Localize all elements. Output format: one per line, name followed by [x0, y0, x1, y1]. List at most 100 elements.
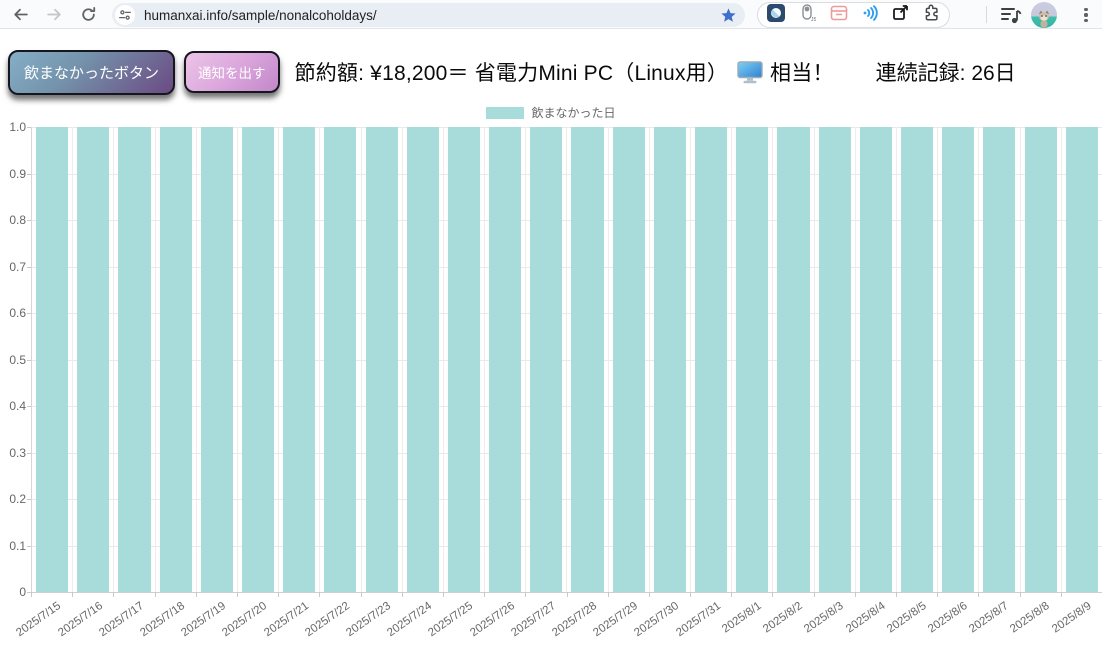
x-tick-mark: [648, 592, 650, 597]
y-tick-label: 0.5: [9, 352, 26, 367]
x-tick-mark: [442, 592, 444, 597]
x-tick-label: 2025/7/29: [591, 600, 641, 640]
signal-waves-extension-button[interactable]: [862, 4, 878, 26]
bar-slot: [895, 127, 937, 592]
y-tick-label: 0.9: [9, 166, 26, 181]
x-tick-mark: [319, 592, 321, 597]
y-tick-mark: [27, 173, 31, 175]
x-tick-label: 2025/7/22: [303, 600, 352, 640]
site-settings-button[interactable]: [115, 5, 135, 25]
x-tick-label: 2025/7/18: [138, 600, 188, 640]
menu-dot: [1084, 19, 1088, 23]
svg-text:JS: JS: [811, 17, 816, 22]
y-tick-mark: [27, 313, 31, 314]
x-tick-mark: [236, 592, 238, 597]
extensions-puzzle-button[interactable]: [923, 4, 940, 26]
x-tick-label: 2025/8/1: [720, 600, 764, 636]
savings-suffix: 相当！: [770, 62, 834, 85]
url-text[interactable]: humanxai.info/sample/nonalcoholdays/: [144, 7, 377, 23]
bar-slot: [731, 127, 772, 592]
bar: [406, 127, 439, 592]
x-tick-mark: [854, 592, 856, 597]
y-tick-mark: [27, 499, 31, 500]
x-tick-mark: [72, 592, 74, 597]
archive-box-icon: [830, 5, 848, 20]
x-tick-mark: [525, 592, 527, 597]
x-tick-label: 2025/7/21: [261, 600, 311, 640]
bar: [447, 127, 481, 592]
x-tick-label: 2025/7/26: [467, 600, 517, 640]
bar-slot: [937, 127, 978, 592]
x-tick-mark: [484, 592, 486, 597]
bar-slot: [1060, 127, 1102, 592]
js-toggle-extension-button[interactable]: JS: [799, 3, 818, 27]
bar-slot: [278, 127, 319, 592]
browser-toolbar: humanxai.info/sample/nonalcoholdays/ JS: [0, 0, 1102, 29]
notify-button[interactable]: 通知を出す: [184, 51, 280, 93]
bookmark-button[interactable]: [720, 7, 737, 24]
avatar-cat-image: [1039, 10, 1049, 28]
media-controls-button[interactable]: [1000, 5, 1022, 25]
dark-reader-extension-button[interactable]: [767, 3, 785, 27]
bar: [900, 127, 934, 592]
legend-label: 飲まなかった日: [531, 106, 616, 120]
forward-button[interactable]: [40, 2, 68, 26]
x-tick-mark: [772, 592, 774, 597]
bar: [571, 127, 604, 592]
bar-slot: [566, 127, 607, 592]
profile-avatar[interactable]: [1031, 2, 1057, 28]
url-bar[interactable]: humanxai.info/sample/nonalcoholdays/: [112, 3, 745, 27]
bar: [983, 127, 1016, 592]
y-tick-mark: [27, 545, 31, 547]
export-extension-button[interactable]: [892, 4, 909, 26]
x-tick-mark: [31, 592, 32, 597]
bar-slot: [648, 127, 690, 592]
x-tick-mark: [113, 592, 115, 597]
bar-slot: [978, 127, 1019, 592]
y-tick-label: 0.4: [9, 399, 26, 413]
bar-slot: [236, 127, 278, 592]
refresh-button[interactable]: [74, 2, 102, 26]
bar-slot: [360, 127, 402, 592]
x-tick-mark: [1060, 592, 1062, 597]
x-tick-label: 2025/8/2: [761, 600, 805, 636]
x-tick-label: 2025/7/19: [179, 600, 229, 640]
x-tick-label: 2025/8/6: [926, 600, 970, 636]
bar: [777, 127, 810, 592]
savings-prefix: 節約額: ¥18,200＝ 省電力Mini PC（Linux用）: [294, 62, 729, 85]
bar: [530, 127, 563, 592]
bar: [695, 127, 728, 592]
x-tick-mark: [607, 592, 609, 597]
menu-dot: [1084, 7, 1088, 11]
browser-menu-button[interactable]: [1076, 4, 1096, 26]
signal-waves-icon: [863, 4, 878, 21]
y-tick-label: 0.3: [9, 445, 26, 460]
chart-legend[interactable]: 飲まなかった日: [0, 104, 1102, 121]
x-tick-mark: [690, 592, 692, 597]
bar: [489, 127, 522, 592]
y-tick-mark: [27, 359, 31, 361]
bar-slot: [1019, 127, 1061, 592]
y-tick-label: 0.7: [9, 259, 26, 274]
savings-text: 節約額: ¥18,200＝ 省電力Mini PC（Linux用） 相当！: [295, 57, 834, 87]
streak-text: 連続記録: 26日: [875, 62, 1016, 85]
back-button[interactable]: [6, 2, 34, 26]
forward-arrow-icon: [46, 8, 61, 20]
bar: [1065, 127, 1098, 592]
x-tick-mark: [360, 592, 362, 597]
bar-slot: [690, 127, 731, 592]
y-tick-mark: [27, 127, 31, 128]
x-tick-mark: [401, 592, 403, 597]
x-tick-label: 2025/8/5: [884, 600, 929, 636]
bar: [365, 127, 398, 592]
record-no-drink-button[interactable]: 飲まなかったボタン: [8, 49, 176, 95]
bar: [159, 127, 192, 592]
y-tick-label: 0.8: [9, 213, 26, 227]
bar-slot: [525, 127, 566, 592]
archive-extension-button[interactable]: [830, 5, 848, 26]
export-share-icon: [893, 5, 908, 20]
x-tick-mark: [195, 592, 197, 597]
bar: [1024, 127, 1057, 592]
bar: [118, 127, 151, 592]
x-tick-label: 2025/7/31: [673, 600, 723, 640]
